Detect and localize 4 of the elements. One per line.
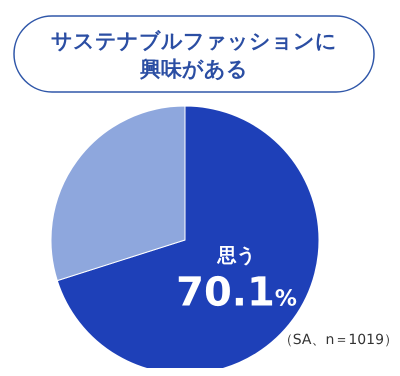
text: （SA、n＝1019） [278, 332, 398, 348]
slice-label: 思う [216, 244, 256, 267]
chart-title: サステナブルファッションに興味がある [51, 29, 337, 81]
data-label: 70.1% [176, 270, 297, 316]
